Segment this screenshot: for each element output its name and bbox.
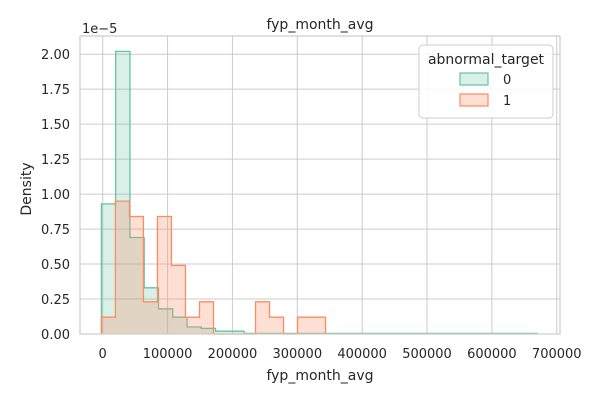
x-tick-label: 400000: [337, 347, 387, 362]
y-tick-label: 0.00: [41, 328, 70, 343]
series-1-bin-3: [143, 301, 158, 334]
series-1-bars: [100, 200, 327, 335]
histogram-bars: [100, 50, 538, 335]
series-1-bin-15: [311, 317, 326, 334]
y-tick-label: 1.00: [41, 188, 70, 203]
series-1-bin-1: [115, 201, 130, 334]
series-1-bin-0: [101, 317, 116, 334]
plot-frame: [79, 35, 561, 335]
y-tick-label: 0.75: [41, 223, 70, 238]
y-tick-label: 0.25: [41, 293, 70, 308]
series-0-bin-3: [144, 287, 159, 334]
legend-box: [418, 44, 554, 119]
y-scale-offset-label: 1e−5: [82, 22, 117, 37]
series-1-bin-6: [185, 317, 200, 334]
y-axis-label: Density: [19, 162, 35, 215]
tick-labels: 0 100000 200000 300000 400000 500000 600000 700…: [41, 48, 582, 362]
series-0-bin-1: [115, 51, 130, 334]
series-1-bin-11: [255, 301, 270, 334]
x-tick-label: 200000: [208, 347, 258, 362]
series-0-bin-0: [101, 203, 116, 334]
series-1-bin-4: [157, 216, 172, 334]
series-1-bin-5: [171, 265, 186, 334]
y-tick-label: 1.75: [41, 83, 70, 98]
chart-title: fyp_month_avg: [266, 17, 373, 33]
legend-items: 01: [459, 72, 511, 109]
x-tick-label: 100000: [143, 347, 193, 362]
series-1-bin-14: [297, 317, 312, 334]
series-0-bin-5: [172, 317, 188, 334]
legend-label-1: 1: [503, 94, 511, 109]
x-axis-label: fyp_month_avg: [266, 368, 373, 384]
series-0-bin-7: [201, 328, 216, 334]
series-0-bin-6: [187, 327, 202, 334]
legend-title: abnormal_target: [428, 52, 545, 68]
series-0-bin-4: [158, 308, 173, 334]
series-0-outline: [100, 50, 245, 334]
y-tick-label: 1.50: [41, 118, 70, 133]
legend: abnormal_target 01: [418, 44, 554, 119]
plot-border: [79, 35, 561, 335]
series-0-bin-9: [229, 331, 245, 334]
series-1-bin-7: [199, 301, 214, 334]
legend-swatch-1: [459, 93, 489, 107]
legend-label-0: 0: [503, 73, 511, 88]
series-0-bin-2: [129, 237, 145, 334]
y-tick-label: 1.25: [41, 153, 70, 168]
legend-swatch-0: [459, 72, 489, 86]
y-tick-label: 0.50: [41, 258, 70, 273]
series-0-bin-8: [215, 331, 230, 334]
x-tick-label: 300000: [272, 347, 322, 362]
x-tick-label: 700000: [532, 347, 582, 362]
y-tick-label: 2.00: [41, 48, 70, 63]
x-tick-label: 600000: [467, 347, 517, 362]
series-1-bin-12: [269, 317, 284, 334]
x-tick-label: 0: [99, 347, 107, 362]
series-1-bin-2: [129, 216, 144, 334]
x-tick-label: 500000: [402, 347, 452, 362]
